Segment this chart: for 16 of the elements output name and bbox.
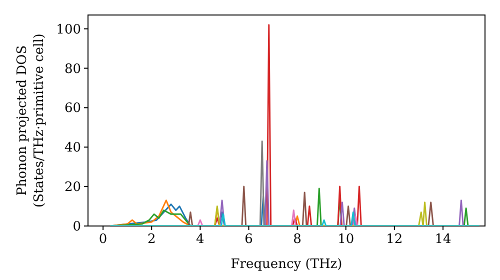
x-tick-label: 8 — [293, 232, 302, 247]
y-tick-label: 20 — [64, 180, 81, 196]
x-tick-label: 4 — [196, 232, 204, 247]
x-tick-label: 12 — [386, 232, 403, 247]
x-tick-label: 2 — [147, 232, 156, 247]
y-tick-label: 60 — [64, 101, 81, 116]
y-axis-title: Phonon projected DOS (States/THz·primitive cell) — [15, 33, 47, 208]
x-tick-label: 6 — [244, 232, 253, 247]
y-tick-label: 40 — [64, 140, 81, 156]
y-tick-label: 0 — [72, 220, 81, 235]
x-tick-label: 14 — [434, 232, 452, 247]
x-tick-label: 10 — [338, 232, 354, 247]
x-tick-label: 0 — [98, 232, 108, 247]
y-tick-label: 100 — [56, 22, 81, 38]
y-tick-label: 80 — [64, 62, 81, 77]
x-axis-title: Frequency (THz) — [230, 257, 342, 272]
